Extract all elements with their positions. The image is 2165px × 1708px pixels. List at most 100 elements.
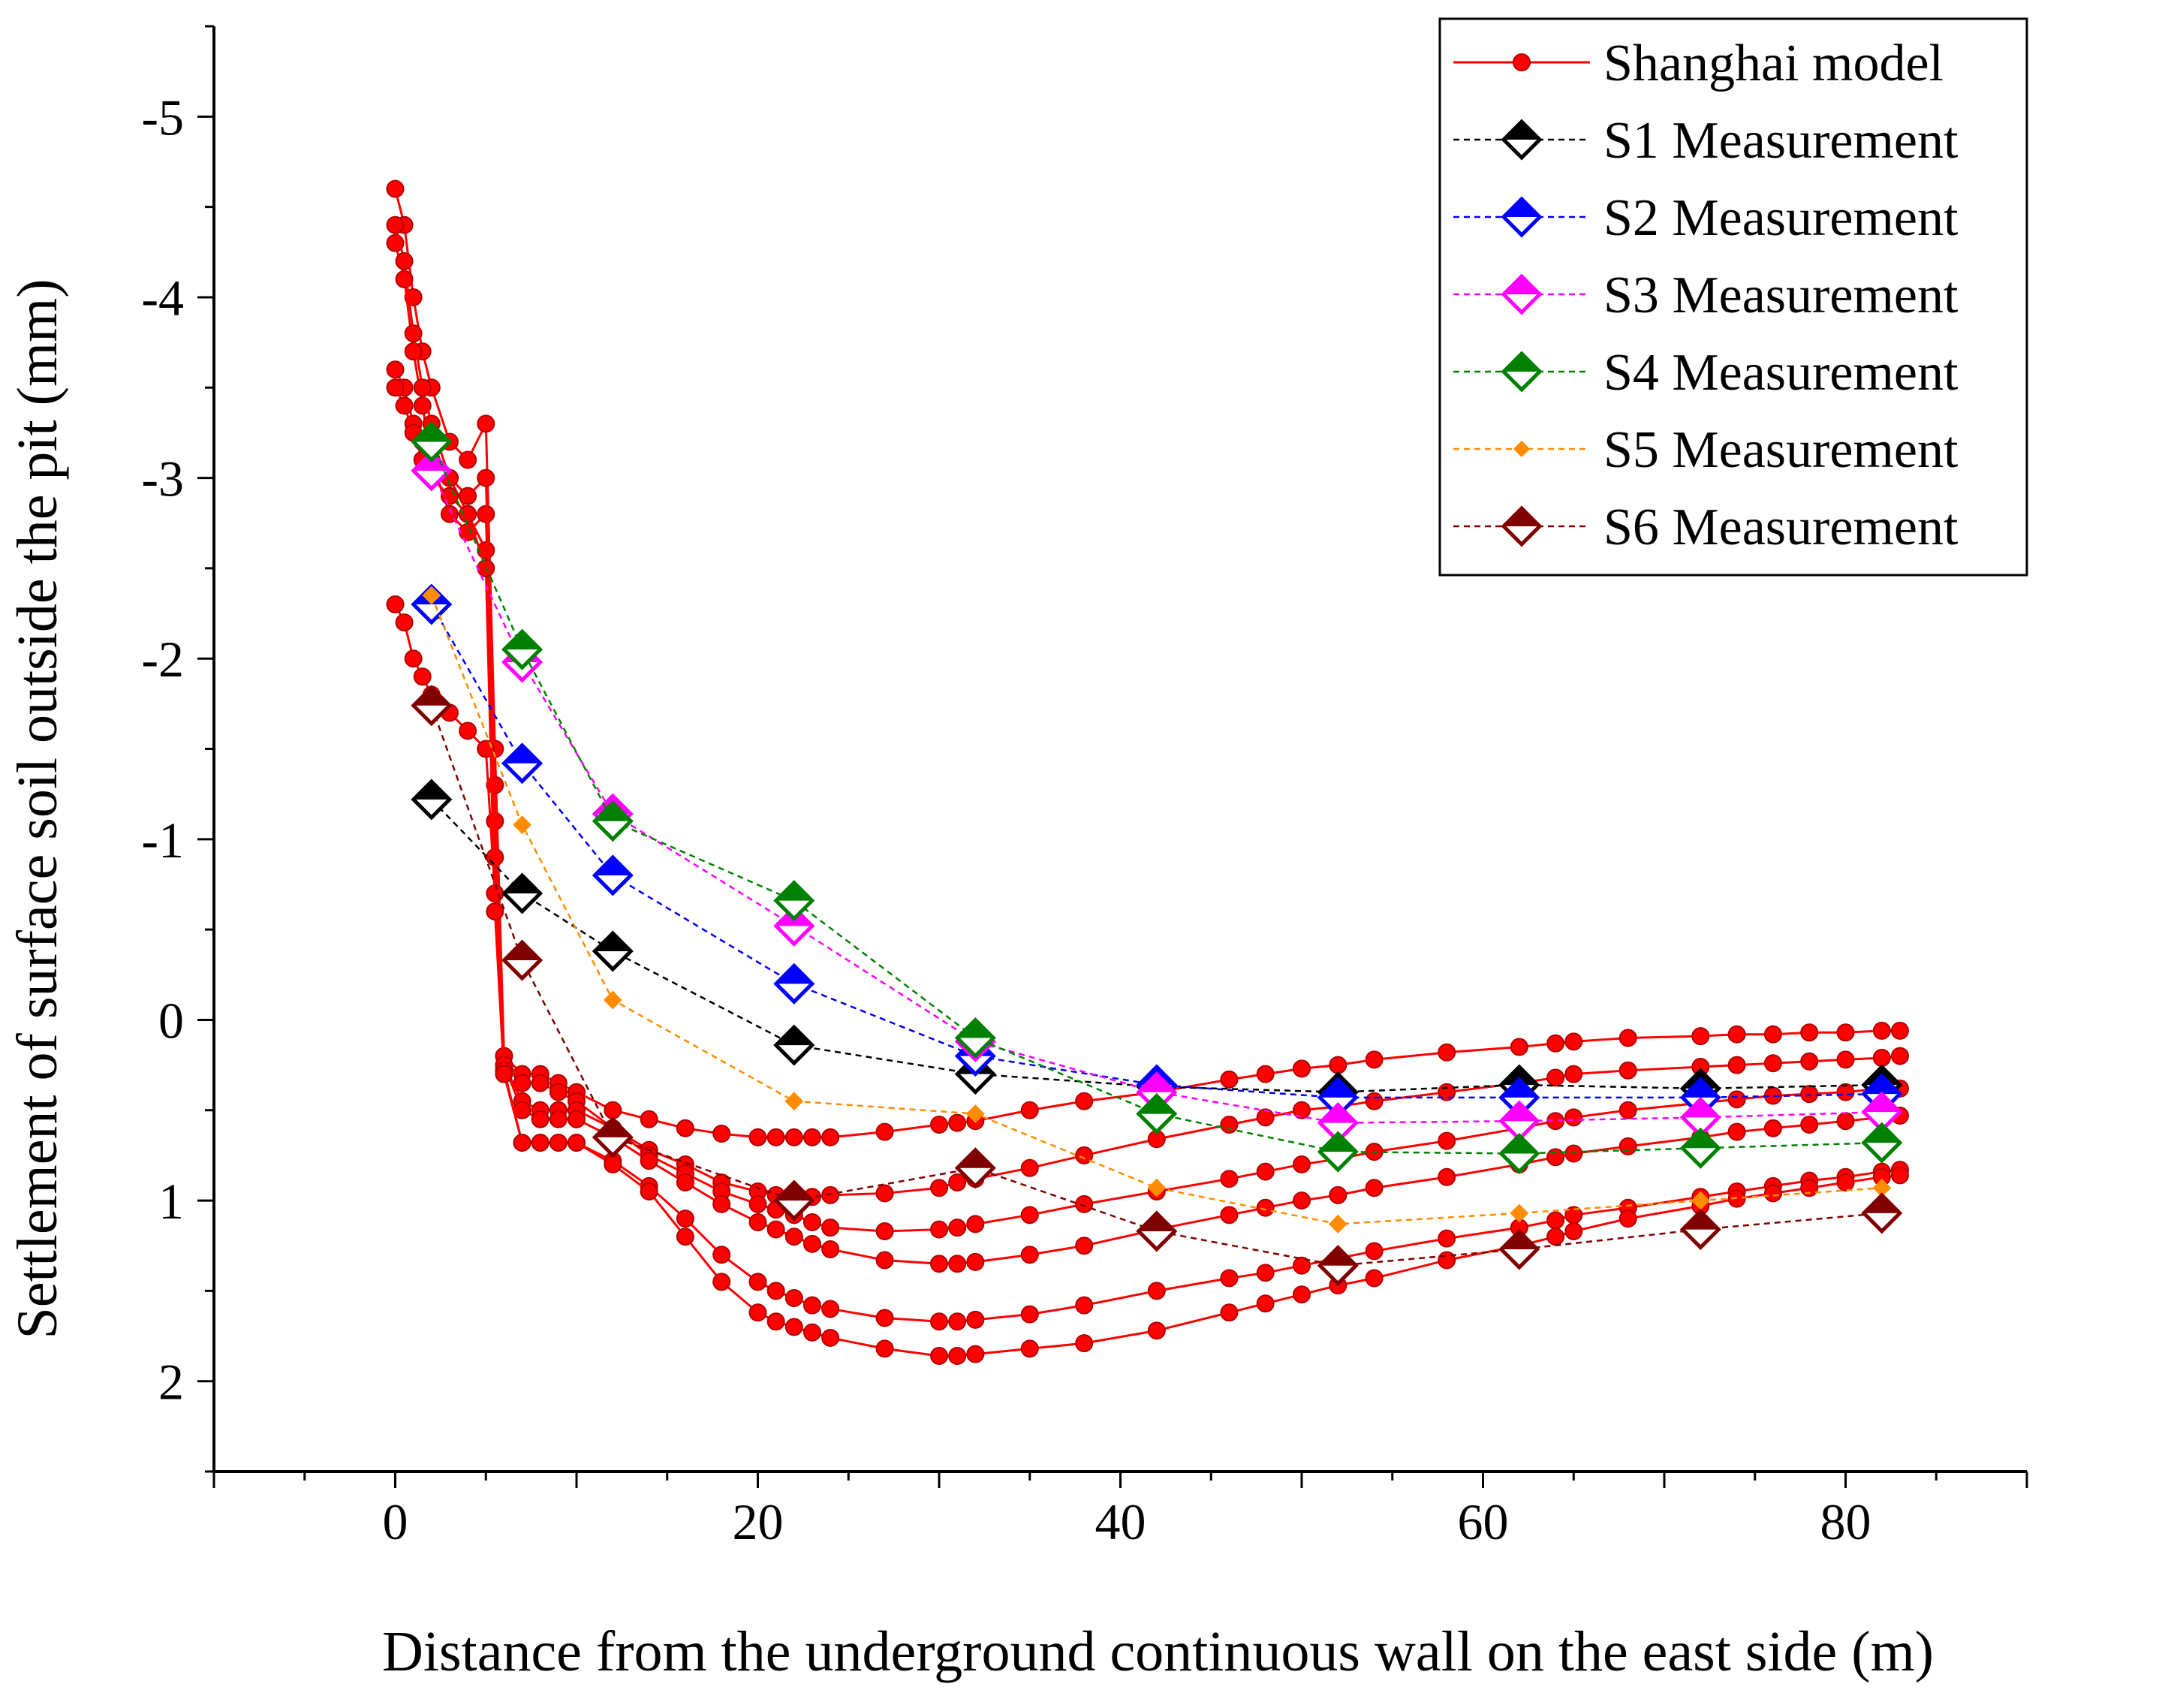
- model-point: [395, 252, 414, 270]
- measurement-marker-fill: [413, 423, 450, 442]
- measurement-line: [430, 595, 1882, 1225]
- measurement-marker-fill: [1501, 1135, 1537, 1154]
- model-point: [821, 1300, 840, 1318]
- measurement-marker-fill: [1320, 1104, 1357, 1123]
- measurement-marker: [1328, 1214, 1347, 1234]
- model-point: [1618, 1209, 1637, 1228]
- measurement-marker: [1147, 1178, 1167, 1197]
- legend-label: S2 Measurement: [1603, 189, 1959, 247]
- model-point: [459, 450, 477, 469]
- measurement-marker-fill: [413, 687, 450, 706]
- measurement-marker: [603, 990, 622, 1010]
- measurement-marker: [422, 586, 441, 605]
- measurement-marker-fill: [957, 1020, 994, 1038]
- measurement-marker-fill: [775, 1027, 812, 1046]
- legend-label: S1 Measurement: [1603, 112, 1959, 170]
- legend-marker: [1513, 441, 1530, 457]
- model-point: [486, 848, 504, 866]
- model-point: [395, 613, 414, 632]
- measurement-marker-fill: [1863, 1076, 1900, 1095]
- model-point: [1020, 1305, 1039, 1324]
- model-point: [1872, 1048, 1891, 1067]
- legend-marker-fill: [1504, 354, 1540, 372]
- model-point: [1329, 1185, 1347, 1204]
- model-point: [1618, 1029, 1637, 1047]
- model-point: [712, 1273, 731, 1291]
- model-point: [386, 595, 405, 613]
- model-point: [966, 1310, 985, 1329]
- model-point: [821, 1240, 840, 1259]
- model-point: [440, 505, 459, 523]
- model-point: [404, 649, 423, 668]
- model-point: [875, 1309, 894, 1327]
- legend-marker-fill: [1504, 199, 1540, 217]
- model-point: [784, 1228, 803, 1246]
- model-point: [1618, 1101, 1637, 1119]
- legend-marker-fill: [1504, 508, 1540, 526]
- model-point: [1763, 1184, 1782, 1203]
- model-point: [948, 1312, 967, 1331]
- model-point: [386, 179, 405, 198]
- model-point: [1220, 1070, 1239, 1089]
- model-point: [1546, 1228, 1565, 1246]
- measurement-marker-fill: [775, 1182, 812, 1201]
- model-point: [1256, 1294, 1275, 1313]
- model-point: [1020, 1206, 1039, 1225]
- model-point: [1727, 1122, 1746, 1141]
- model-point: [875, 1251, 894, 1270]
- model-point: [1800, 1116, 1819, 1134]
- model-point: [1727, 1056, 1746, 1074]
- model-point: [1293, 1285, 1311, 1304]
- model-point: [875, 1122, 894, 1141]
- model-point: [1546, 1068, 1565, 1087]
- model-point: [1763, 1054, 1782, 1073]
- model-point: [1020, 1101, 1039, 1119]
- model-point: [1075, 1334, 1094, 1353]
- measurement-marker-fill: [1501, 1079, 1537, 1098]
- model-point: [513, 1134, 531, 1152]
- model-point: [477, 468, 495, 487]
- measurement-marker-fill: [1501, 1067, 1537, 1086]
- model-point: [1220, 1170, 1239, 1188]
- measurement-marker-fill: [1863, 1125, 1900, 1143]
- model-point: [1890, 1166, 1909, 1185]
- legend-label: S5 Measurement: [1603, 421, 1959, 479]
- model-point: [1147, 1282, 1166, 1300]
- model-point: [440, 486, 459, 505]
- model-point: [930, 1347, 948, 1365]
- model-point: [1800, 1023, 1819, 1042]
- model-point: [802, 1296, 821, 1315]
- model-point: [676, 1209, 694, 1228]
- model-point: [1293, 1256, 1311, 1275]
- measurement-marker-fill: [595, 933, 631, 951]
- model-point: [1075, 1296, 1094, 1315]
- model-point: [1256, 1198, 1275, 1217]
- model-point: [766, 1282, 785, 1300]
- model-point: [1220, 1303, 1239, 1322]
- x-tick-label: 40: [1095, 1493, 1146, 1550]
- model-point: [1546, 1034, 1565, 1053]
- x-tick-label: 60: [1458, 1493, 1509, 1550]
- model-point: [966, 1252, 985, 1271]
- model-point: [495, 1065, 513, 1083]
- model-point: [1365, 1092, 1384, 1110]
- measurement-marker-fill: [595, 857, 631, 875]
- measurement-layer: [411, 420, 1903, 1287]
- model-point: [1510, 1038, 1528, 1056]
- model-point: [875, 1222, 894, 1240]
- model-point: [1438, 1229, 1456, 1248]
- model-point: [1075, 1237, 1094, 1255]
- model-point: [1890, 1047, 1909, 1065]
- model-point: [1890, 1021, 1909, 1040]
- x-axis-title: Distance from the underground continuous…: [382, 1620, 1934, 1683]
- model-point: [930, 1179, 948, 1197]
- legend-label: Shanghai model: [1603, 35, 1944, 92]
- model-point: [1438, 1167, 1456, 1186]
- y-tick-label: -3: [141, 450, 184, 508]
- model-point: [1020, 1246, 1039, 1264]
- model-point: [1800, 1085, 1819, 1104]
- measurement-marker: [784, 1092, 804, 1111]
- model-point: [821, 1128, 840, 1146]
